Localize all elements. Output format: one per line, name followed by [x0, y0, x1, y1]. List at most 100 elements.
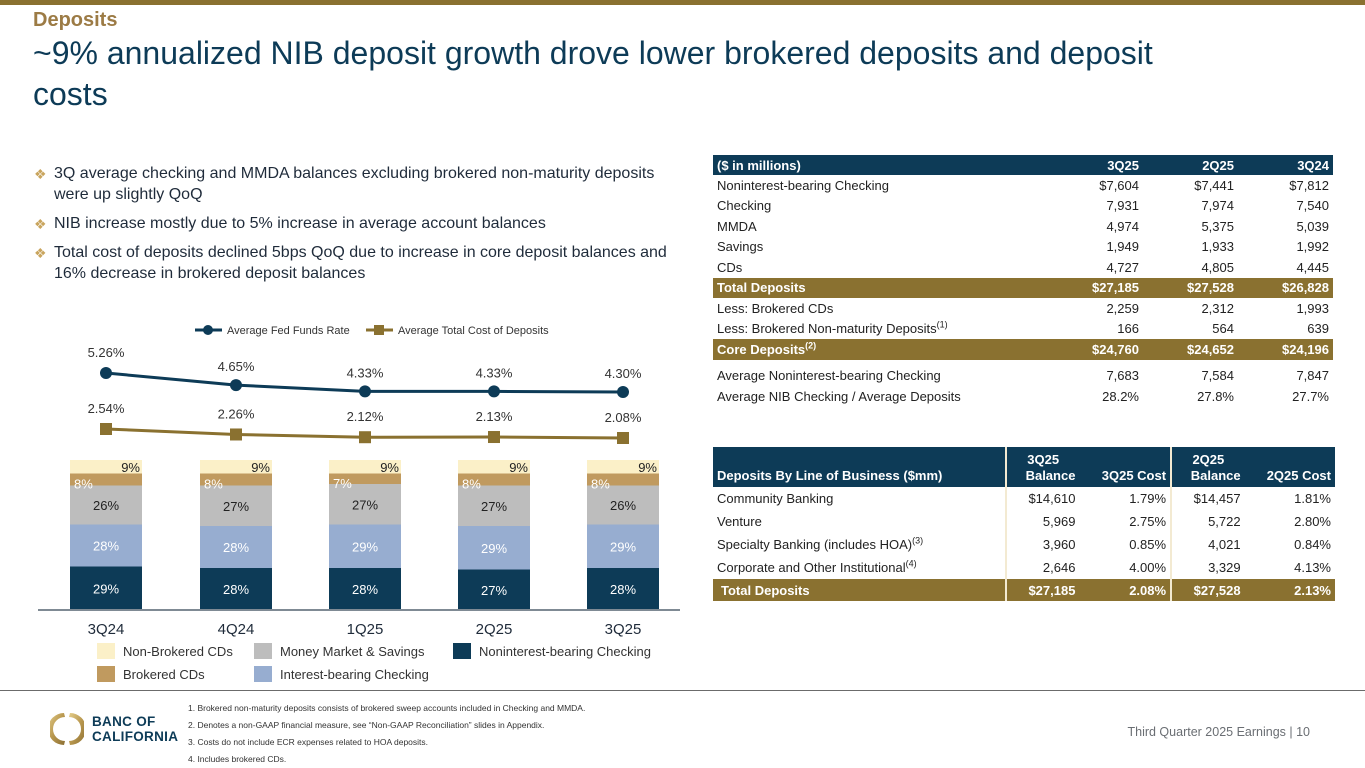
bar-segment-label: 26%: [610, 498, 636, 513]
cell-value: 28.2%: [1102, 388, 1139, 404]
cost-of-deposits-point: [617, 432, 629, 444]
cell-value: 4.00%: [1129, 560, 1167, 575]
fed-funds-label: 4.30%: [605, 366, 642, 381]
row-label: Total Deposits: [713, 579, 1006, 601]
cell-value: $27,528: [1170, 579, 1245, 601]
row-label: Venture: [717, 514, 762, 529]
cell-value: 564: [1212, 321, 1234, 337]
bar-segment-label: 9%: [251, 460, 270, 475]
table-row: Community Banking $14,610 1.79% $14,457 1.81…: [713, 487, 1335, 510]
bar-segment-label: 8%: [204, 477, 223, 492]
cell-value: 5,375: [1201, 218, 1234, 234]
cell-value: $24,760: [1048, 339, 1143, 360]
row-label: Specialty Banking (includes HOA)(3): [717, 535, 924, 552]
bar-segment-ibc: [329, 524, 401, 568]
bar-segment-mms: [70, 485, 142, 525]
cell-value: 2.08%: [1079, 579, 1172, 601]
legend-label: Average Total Cost of Deposits: [398, 325, 549, 337]
bar-segment-label: 29%: [481, 541, 507, 556]
bar-segment-nonbrokered_cds: [200, 460, 272, 474]
bullet-item: ❖ Total cost of deposits declined 5bps Qo…: [33, 242, 693, 284]
x-axis-tick-label: 4Q24: [218, 621, 255, 638]
bar-segment-label: 8%: [74, 477, 93, 492]
x-axis-tick-label: 3Q25: [605, 621, 642, 638]
cell-value: $27,528: [1143, 277, 1238, 298]
cell-value: $24,652: [1143, 339, 1238, 360]
table-row: Noninterest-bearing Checking $7,604 $7,441…: [713, 175, 1333, 196]
column-header: ($ in millions): [713, 155, 1048, 175]
bar-segment-label: 7%: [333, 476, 352, 491]
bar-segment-label: 29%: [93, 581, 119, 596]
row-label: Savings: [717, 239, 764, 255]
bar-segment-nib: [70, 566, 142, 610]
cell-value: 2,646: [1004, 556, 1080, 579]
legend-marker-fed: [203, 325, 213, 335]
logo-ring-icon: [50, 713, 84, 745]
bar-segment-brokered_cds: [458, 473, 530, 486]
bar-segment-label: 29%: [610, 539, 636, 554]
legend-swatch-nib: [453, 643, 471, 659]
footnote: 2. Denotes a non-GAAP financial measure,…: [188, 720, 545, 730]
deposits-by-lob-table: Deposits By Line of Business ($mm) 3Q25 Ba…: [713, 447, 1335, 601]
legend-swatch-brokered_cds: [97, 666, 115, 682]
row-label: Community Banking: [717, 491, 834, 506]
footnote-ref: (4): [905, 558, 917, 569]
footnote-ref: (1): [936, 319, 948, 330]
cell-value: 5,039: [1296, 218, 1329, 234]
legend-marker-cost: [374, 325, 384, 335]
table-row: Total Deposits $27,185 $27,528 $26,828: [713, 277, 1333, 298]
bar-segment-mms: [587, 485, 659, 525]
header-bottom: Balance: [1025, 468, 1076, 483]
table-row: Corporate and Other Institutional(4) 2,64…: [713, 556, 1335, 579]
cell-value: 0.85%: [1129, 537, 1167, 552]
bar-segment-label: 27%: [223, 499, 249, 514]
header-bottom: Balance: [1190, 468, 1241, 483]
bullet-text: Total cost of deposits declined 5bps QoQ…: [54, 244, 667, 282]
bar-segment-brokered_cds: [200, 473, 272, 486]
footnote: 1. Brokered non-maturity deposits consis…: [188, 703, 586, 713]
bar-segment-label: 9%: [509, 460, 528, 475]
bar-segment-mms: [458, 485, 530, 526]
cost-of-deposits-point: [488, 431, 500, 444]
cell-value: $7,604: [1099, 177, 1139, 193]
bar-segment-mms: [200, 485, 272, 526]
table-row: Savings 1,949 1,933 1,992: [713, 237, 1333, 258]
cell-value: $14,457: [1170, 487, 1245, 510]
row-label: Average NIB Checking / Average Deposits: [717, 388, 961, 404]
bar-segment-label: 27%: [481, 583, 507, 598]
total-row: Total Deposits $27,185 2.08% $27,528 2.13%: [713, 579, 1335, 601]
deposit-summary-table: ($ in millions) 3Q25 2Q25 3Q24 Noninterest-b…: [713, 155, 1333, 407]
column-header: 2Q25 Balance: [1170, 447, 1245, 487]
bar-segment-ibc: [458, 526, 530, 570]
header-top: 2Q25: [1192, 452, 1225, 467]
bar-segment-label: 9%: [638, 460, 657, 475]
cell-value: 1.81%: [1294, 491, 1331, 506]
cell-value: 1,933: [1201, 239, 1234, 255]
bar-segment-mms: [329, 484, 401, 525]
section-label: Deposits: [33, 9, 118, 31]
diamond-bullet-icon: ❖: [34, 245, 47, 261]
table-header-row: ($ in millions) 3Q25 2Q25 3Q24: [713, 155, 1333, 175]
table-row: Less: Brokered CDs 2,259 2,312 1,993: [713, 298, 1333, 319]
bar-segment-label: 28%: [223, 582, 249, 597]
top-accent-bar: [0, 0, 1365, 5]
bar-segment-label: 28%: [223, 540, 249, 555]
fed-funds-label: 4.33%: [347, 365, 384, 380]
row-label: Corporate and Other Institutional(4): [717, 558, 917, 575]
bar-segment-nib: [458, 569, 530, 610]
column-header: 2Q25: [1143, 155, 1238, 175]
x-axis-tick-label: 1Q25: [347, 621, 384, 638]
legend-label: Average Fed Funds Rate: [227, 325, 350, 337]
page-footer: Third Quarter 2025 Earnings | 10: [1127, 725, 1310, 739]
cell-value: 0.84%: [1294, 537, 1331, 552]
bar-segment-ibc: [70, 524, 142, 567]
cost-of-deposits-label: 2.13%: [476, 409, 513, 424]
fed-funds-point: [359, 385, 371, 398]
bar-segment-label: 8%: [462, 477, 481, 492]
cell-value: 2.13%: [1244, 579, 1335, 601]
legend-label: Non-Brokered CDs: [123, 644, 233, 659]
cell-value: $14,610: [1004, 487, 1080, 510]
header-top: [1083, 452, 1166, 468]
cell-value: 2,259: [1106, 300, 1139, 316]
footnote-ref: (2): [805, 340, 817, 351]
